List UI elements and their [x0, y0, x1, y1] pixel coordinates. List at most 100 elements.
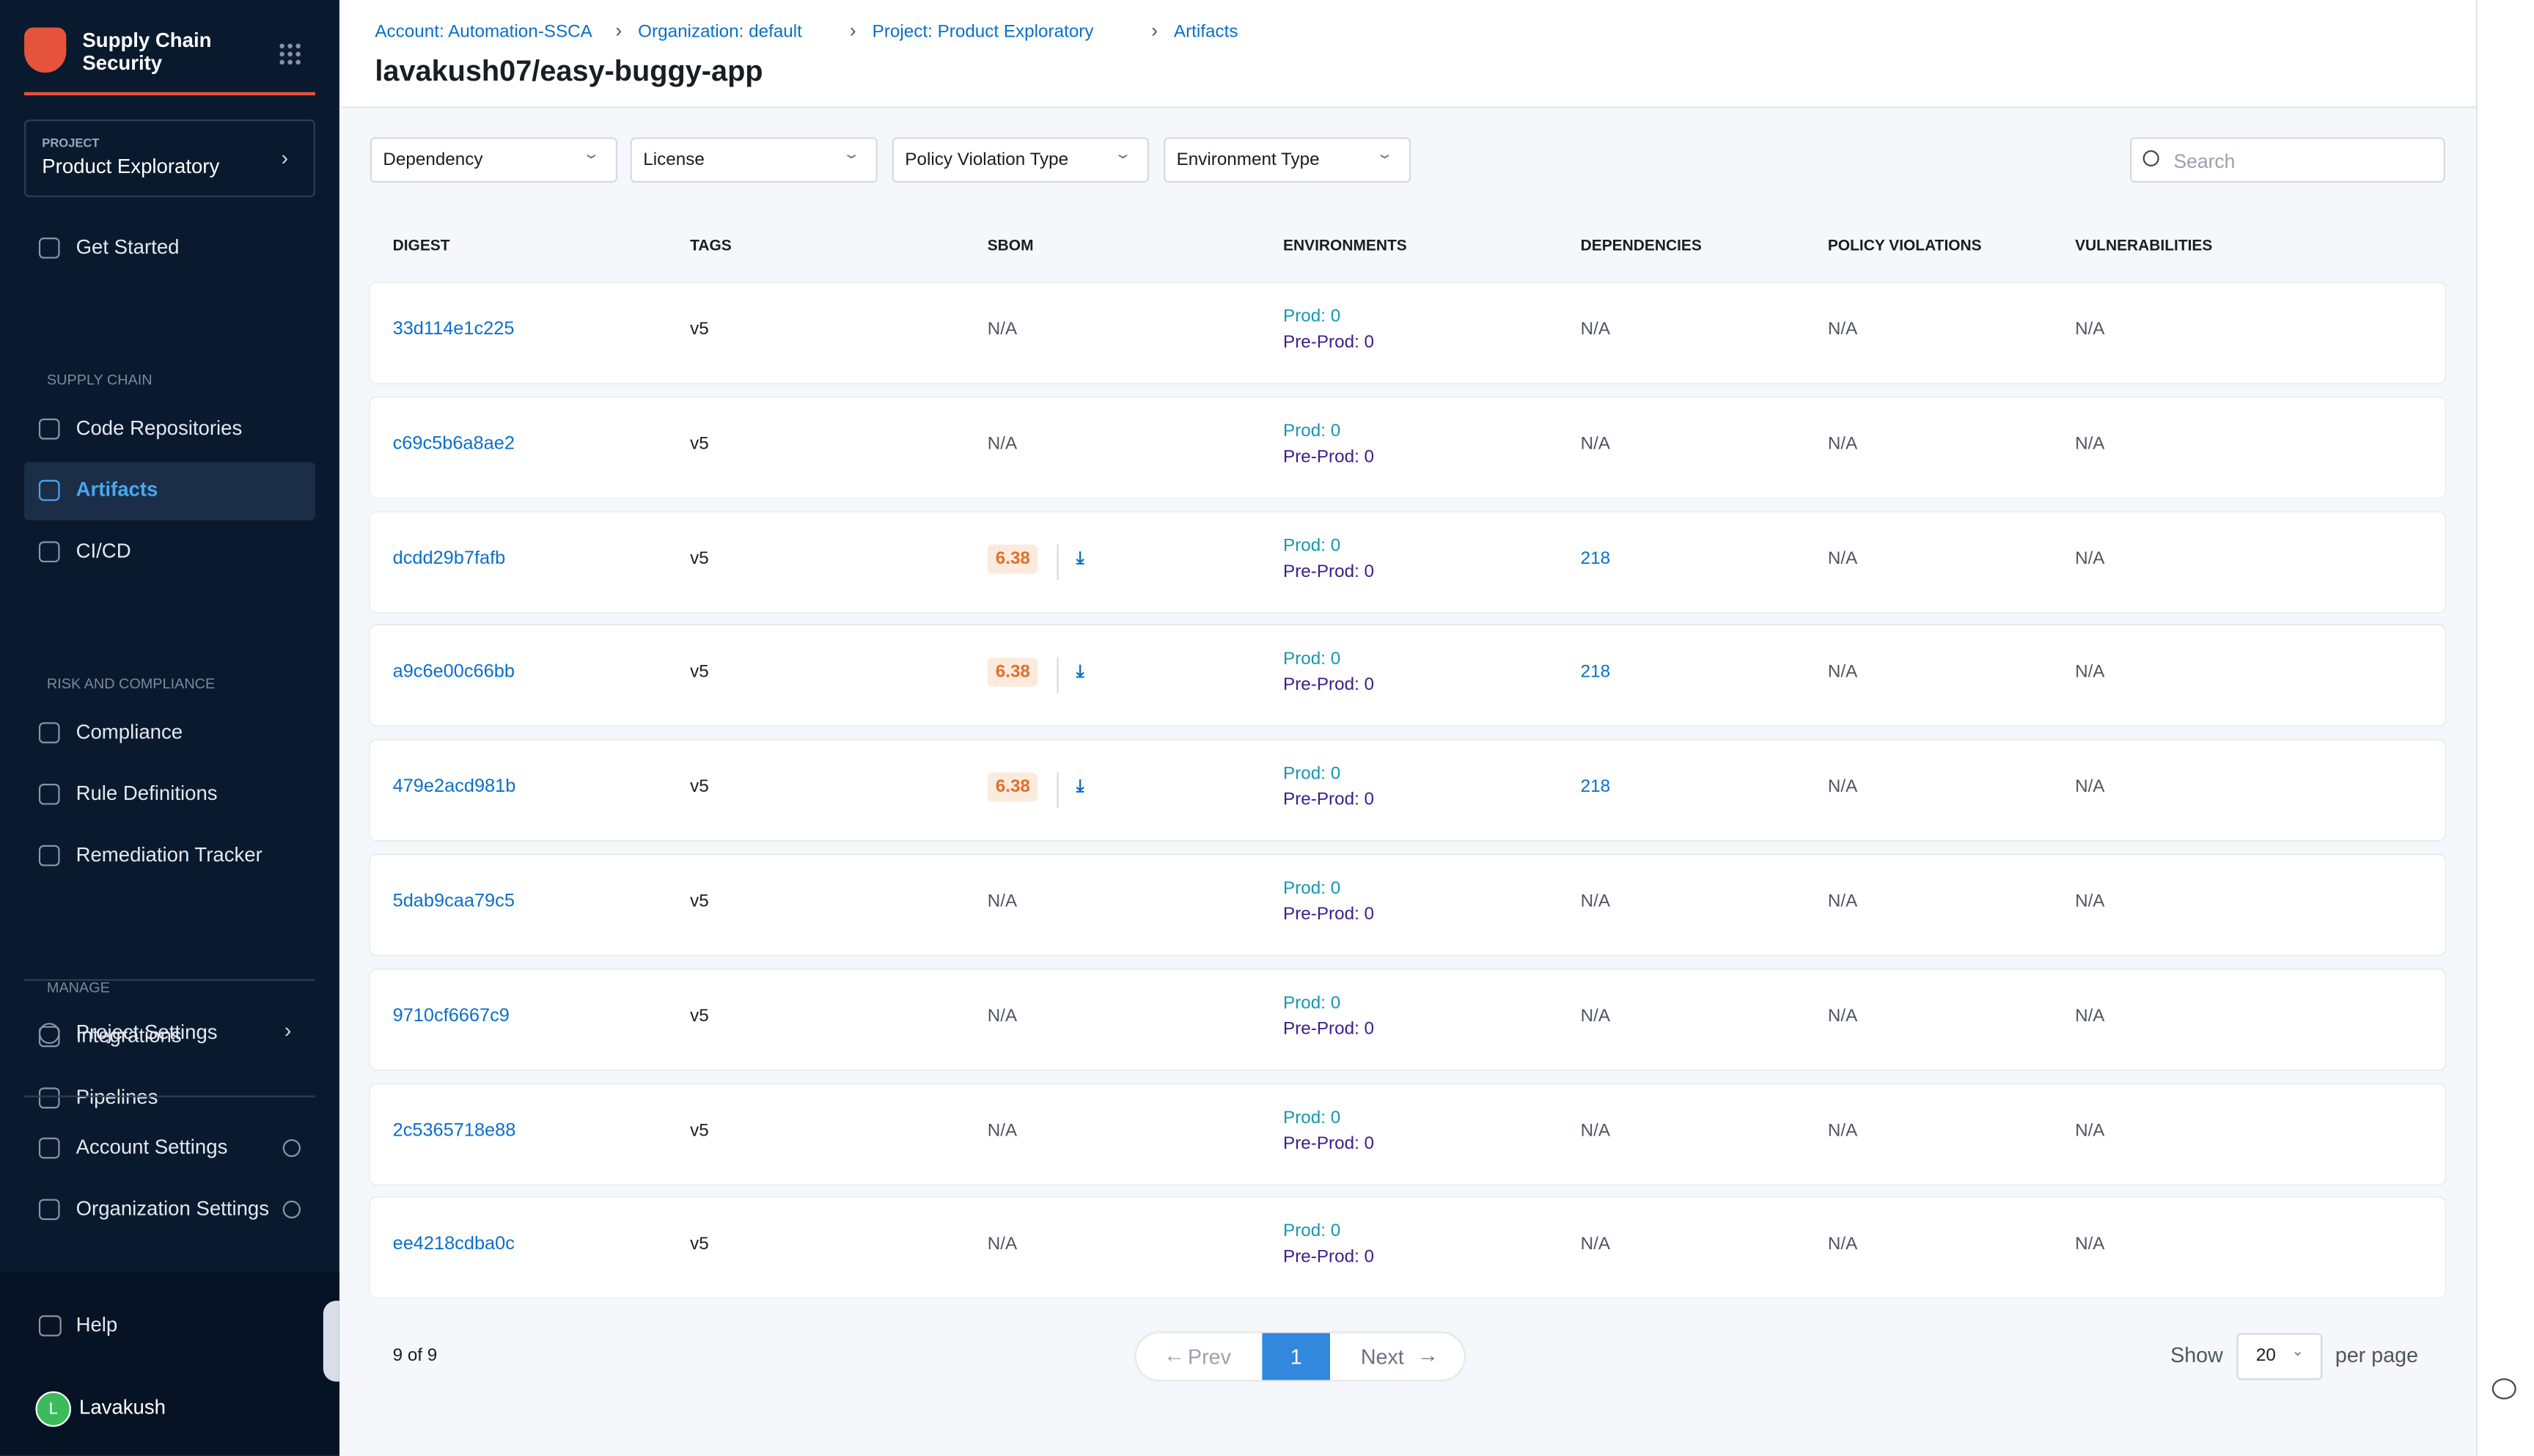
- filter-label: License: [643, 150, 705, 169]
- vulnerabilities: N/A: [2075, 548, 2104, 567]
- chat-icon[interactable]: [2492, 1378, 2516, 1400]
- user-name[interactable]: Lavakush: [79, 1396, 166, 1419]
- filter-label: Policy Violation Type: [905, 150, 1068, 169]
- nav-item[interactable]: Organization Settings: [76, 1197, 269, 1220]
- next-button[interactable]: Next: [1361, 1345, 1404, 1369]
- policy-violations: N/A: [1828, 663, 1857, 683]
- breadcrumb[interactable]: Account: Automation-SSCA: [375, 23, 592, 42]
- digest-link[interactable]: ee4218cdba0c: [393, 1235, 515, 1254]
- table-row[interactable]: [370, 512, 2445, 612]
- info-icon: [283, 1201, 301, 1218]
- env-prod: Prod: 0: [1283, 765, 1340, 784]
- digest-link[interactable]: 2c5365718e88: [393, 1121, 516, 1140]
- sidebar-footer: [0, 1272, 339, 1456]
- nav-item[interactable]: CI/CD: [76, 540, 131, 562]
- download-icon[interactable]: ⤓: [1076, 778, 1084, 799]
- table-row[interactable]: [370, 1198, 2445, 1298]
- env-prod: Prod: 0: [1283, 536, 1340, 555]
- table-row[interactable]: [370, 397, 2445, 498]
- nav-item[interactable]: Project Settings: [76, 1021, 218, 1044]
- table-row[interactable]: [370, 626, 2445, 727]
- sbom-value: N/A: [988, 1007, 1017, 1026]
- collapse-tab[interactable]: [323, 1301, 339, 1381]
- search-placeholder: Search: [2174, 150, 2236, 173]
- module-underline: [24, 92, 315, 95]
- digest-link[interactable]: 33d114e1c225: [393, 320, 515, 339]
- download-icon[interactable]: ⤓: [1076, 548, 1084, 570]
- divider: [24, 979, 315, 981]
- tag: v5: [690, 778, 709, 797]
- env-prod: Prod: 0: [1283, 650, 1340, 669]
- table-row[interactable]: [370, 855, 2445, 955]
- sbom-value: N/A: [988, 892, 1017, 911]
- env-preprod: Pre-Prod: 0: [1283, 905, 1374, 924]
- nav-item[interactable]: Rule Definitions: [76, 782, 218, 805]
- env-preprod: Pre-Prod: 0: [1283, 1019, 1374, 1038]
- digest-link[interactable]: 5dab9caa79c5: [393, 892, 515, 911]
- digest-link[interactable]: dcdd29b7fafb: [393, 548, 506, 567]
- nav-icon: [39, 541, 60, 562]
- vulnerabilities: N/A: [2075, 1235, 2104, 1254]
- env-prod: Prod: 0: [1283, 879, 1340, 898]
- table-row[interactable]: [370, 740, 2445, 841]
- page-button[interactable]: 1: [1262, 1333, 1330, 1380]
- breadcrumb[interactable]: Organization: default: [638, 23, 802, 42]
- nav-item[interactable]: Get Started: [76, 236, 180, 259]
- nav-item[interactable]: Help: [76, 1314, 118, 1336]
- nav-item[interactable]: Compliance: [76, 721, 183, 743]
- breadcrumb[interactable]: Artifacts: [1174, 23, 1238, 42]
- dropdown-caret: ⌄: [582, 145, 601, 163]
- sbom-sep: [1057, 773, 1058, 808]
- nav-icon: [39, 1315, 62, 1336]
- policy-violations: N/A: [1828, 548, 1857, 567]
- column-header: TAGS: [690, 238, 732, 255]
- vulnerabilities: N/A: [2075, 434, 2104, 453]
- download-icon[interactable]: ⤓: [1076, 663, 1084, 685]
- chevron: ›: [282, 145, 289, 169]
- digest-link[interactable]: 9710cf6667c9: [393, 1007, 510, 1026]
- policy-violations: N/A: [1828, 1235, 1857, 1254]
- column-header: DIGEST: [393, 238, 450, 255]
- env-prod: Prod: 0: [1283, 993, 1340, 1012]
- nav-item[interactable]: Artifacts: [76, 478, 158, 501]
- project-name: Product Exploratory: [42, 155, 219, 178]
- sbom-value: N/A: [988, 1235, 1017, 1254]
- dependencies: N/A: [1581, 1121, 1610, 1140]
- info-icon: [283, 1139, 301, 1157]
- sbom-sep: [1057, 658, 1058, 694]
- divider: [24, 1095, 315, 1097]
- column-header: POLICY VIOLATIONS: [1828, 238, 1982, 255]
- sbom-value: N/A: [988, 434, 1017, 453]
- breadcrumb[interactable]: Project: Product Exploratory: [873, 23, 1094, 42]
- avatar[interactable]: L: [35, 1391, 70, 1427]
- vulnerabilities: N/A: [2075, 663, 2104, 683]
- module-switcher[interactable]: [278, 42, 301, 65]
- vulnerabilities: N/A: [2075, 1121, 2104, 1140]
- nav-item[interactable]: Account Settings: [76, 1136, 228, 1158]
- nav-item[interactable]: Code Repositories: [76, 417, 243, 440]
- vulnerabilities: N/A: [2075, 892, 2104, 911]
- digest-link[interactable]: a9c6e00c66bb: [393, 663, 515, 683]
- env-preprod: Pre-Prod: 0: [1283, 1248, 1374, 1267]
- table-row[interactable]: [370, 969, 2445, 1070]
- breadcrumb-sep: ›: [850, 19, 856, 42]
- page-size-select[interactable]: [2236, 1333, 2322, 1380]
- dependencies[interactable]: 218: [1581, 548, 1610, 567]
- digest-link[interactable]: 479e2acd981b: [393, 778, 516, 797]
- dependencies[interactable]: 218: [1581, 778, 1610, 797]
- filter-label: Dependency: [383, 150, 482, 169]
- env-preprod: Pre-Prod: 0: [1283, 447, 1374, 466]
- sbom-sep: [1057, 544, 1058, 579]
- dependencies: N/A: [1581, 1235, 1610, 1254]
- table-row[interactable]: [370, 1084, 2445, 1184]
- nav-icon: [39, 845, 60, 867]
- nav-item[interactable]: Remediation Tracker: [76, 844, 262, 867]
- table-row[interactable]: [370, 283, 2445, 383]
- dependencies[interactable]: 218: [1581, 663, 1610, 683]
- dropdown-caret: ⌄: [1114, 145, 1132, 163]
- digest-link[interactable]: c69c5b6a8ae2: [393, 434, 515, 453]
- env-preprod: Pre-Prod: 0: [1283, 790, 1374, 809]
- right-rail: [2476, 0, 2534, 1456]
- prev-button[interactable]: Prev: [1188, 1345, 1231, 1369]
- env-preprod: Pre-Prod: 0: [1283, 562, 1374, 581]
